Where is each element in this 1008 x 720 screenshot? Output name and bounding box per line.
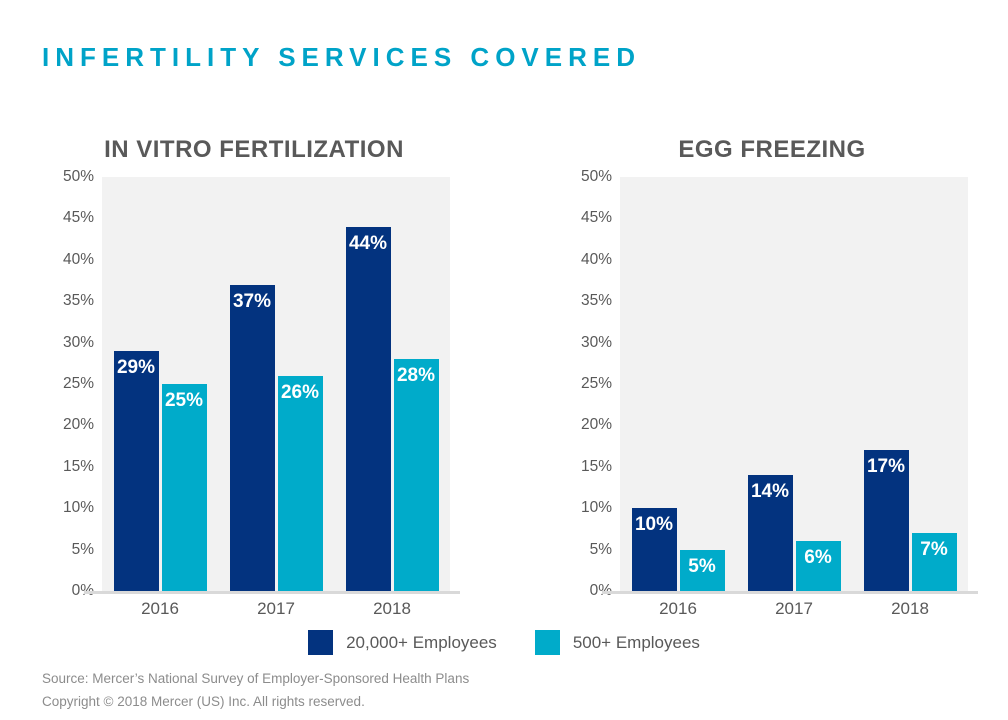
x-axis-label: 2016 (141, 599, 179, 618)
x-axis-label: 2017 (257, 599, 295, 618)
bar-value-label: 6% (804, 547, 832, 569)
bar-value-label: 28% (396, 365, 436, 387)
legend: 20,000+ Employees 500+ Employees (0, 630, 1008, 655)
bar-value-label: 10% (634, 514, 674, 536)
bar-group-2016: 29% 25% (113, 177, 207, 591)
x-axis-label: 2017 (775, 599, 813, 618)
y-axis-tick-label: 45% (580, 209, 612, 227)
bar-value-label: 26% (280, 381, 320, 403)
y-axis-tick-label: 25% (580, 375, 612, 392)
cyan-bar-2017: 6% (795, 541, 841, 591)
y-axis-tick-label: 30% (580, 333, 612, 351)
y-axis-tick-label: 20% (580, 416, 612, 434)
plot-area: 29% 25% 37% 26% 44% 28% (84, 177, 460, 594)
y-axis-tick-label: 20% (62, 416, 94, 434)
navy-bar-2018: 17% (863, 450, 909, 591)
cyan-bar-2018: 28% (393, 359, 439, 591)
x-axis-label: 2018 (373, 599, 411, 618)
bar-value-label: 25% (164, 390, 204, 411)
bar-value-label: 17% (866, 456, 906, 478)
y-axis-tick-label: 10% (62, 499, 94, 517)
x-axis-line (84, 591, 460, 594)
y-axis-tick-label: 25% (62, 375, 94, 392)
navy-legend-swatch (308, 630, 334, 655)
y-axis-tick-label: 15% (62, 457, 94, 475)
navy-bar-2017: 14% (747, 475, 793, 591)
y-axis-tick-label: 35% (62, 292, 94, 310)
x-axis-labels: 2016 2017 2018 (102, 591, 450, 619)
x-axis-label: 2018 (891, 599, 929, 618)
y-axis-tick-label: 45% (62, 209, 94, 227)
bar-value-label: 29% (116, 356, 156, 378)
chart-title: EGG FREEZING (678, 136, 866, 163)
legend-label: 20,000+ Employees (346, 632, 497, 652)
legend-item-small-employers: 500+ Employees (534, 630, 700, 655)
cyan-bar-2016: 5% (679, 549, 725, 591)
navy-bar-2016: 29% (113, 350, 159, 591)
navy-bar-2017: 37% (229, 284, 275, 591)
cyan-legend-swatch (534, 630, 560, 655)
y-axis-tick-label: 5% (71, 540, 94, 558)
y-axis-tick-label: 35% (580, 292, 612, 310)
chart-egg-freezing: EGG FREEZING 50% 45% 40% 35% 30% 25% 20% 15% 10%… (576, 136, 978, 619)
chart-in-vitro-fertilization: IN VITRO FERTILIZATION 50% 45% 40% 35% 30% 25… (58, 136, 460, 619)
y-axis-tick-label: 50% (62, 168, 94, 185)
cyan-bar-2016: 25% (161, 384, 207, 591)
navy-bar-2016: 10% (631, 508, 677, 591)
bar-group-2016: 10% 5% (631, 177, 725, 591)
bar-value-label: 5% (688, 555, 716, 577)
x-axis-labels: 2016 2017 2018 (620, 591, 968, 619)
y-axis-tick-label: 0% (589, 582, 612, 599)
legend-label: 500+ Employees (572, 632, 700, 652)
source-text: Source: Mercer’s National Survey of Empl… (42, 671, 470, 686)
y-axis-tick-label: 40% (62, 250, 94, 268)
bar-value-label: 44% (348, 232, 388, 254)
bar-group-2018: 44% 28% (345, 177, 439, 591)
y-axis-tick-label: 50% (580, 168, 612, 185)
bar-value-label: 37% (232, 290, 272, 312)
x-axis-line (602, 591, 978, 594)
page-title: INFERTILITY SERVICES COVERED (42, 42, 642, 72)
bar-value-label: 7% (920, 539, 948, 561)
y-axis-tick-label: 15% (580, 457, 612, 475)
y-axis: 50% 45% 40% 35% 30% 25% 20% 15% 10% 5% 0% (58, 168, 102, 599)
y-axis-tick-label: 30% (62, 333, 94, 351)
y-axis-tick-label: 0% (71, 582, 94, 599)
legend-item-large-employers: 20,000+ Employees (308, 630, 497, 655)
cyan-bar-2017: 26% (277, 375, 323, 591)
bar-group-2017: 37% 26% (229, 177, 323, 591)
y-axis-tick-label: 40% (580, 250, 612, 268)
x-axis-label: 2016 (659, 599, 697, 618)
y-axis-tick-label: 10% (580, 499, 612, 517)
chart-title: IN VITRO FERTILIZATION (104, 136, 404, 163)
y-axis-tick-label: 5% (589, 540, 612, 558)
y-axis: 50% 45% 40% 35% 30% 25% 20% 15% 10% 5% 0% (576, 168, 620, 599)
plot-area: 10% 5% 14% 6% 17% 7% (602, 177, 978, 594)
bar-value-label: 14% (750, 481, 790, 503)
bar-group-2017: 14% 6% (747, 177, 841, 591)
cyan-bar-2018: 7% (911, 533, 957, 591)
navy-bar-2018: 44% (345, 226, 391, 591)
bar-group-2018: 17% 7% (863, 177, 957, 591)
copyright-text: Copyright © 2018 Mercer (US) Inc. All ri… (42, 694, 365, 709)
